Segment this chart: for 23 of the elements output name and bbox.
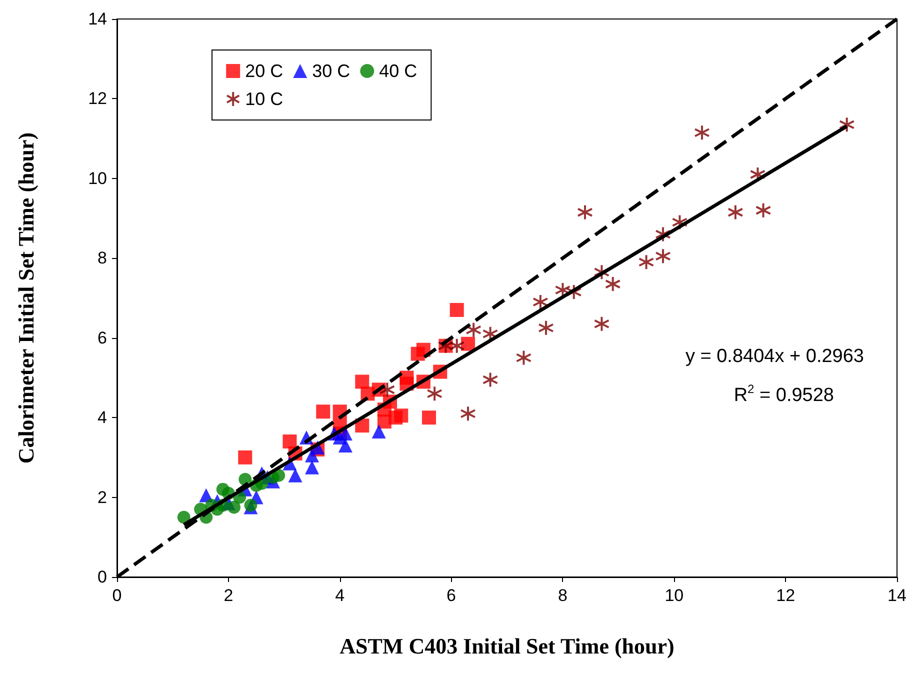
x-tick-label: 10 xyxy=(664,586,684,605)
annotation: y = 0.8404x + 0.2963 xyxy=(685,346,864,367)
y-tick-label: 0 xyxy=(98,568,107,586)
legend-label: 40 C xyxy=(379,61,418,81)
y-tick-label: 4 xyxy=(98,408,107,428)
legend-label: 30 C xyxy=(312,61,350,81)
x-tick-label: 4 xyxy=(335,586,345,605)
x-tick-label: 12 xyxy=(776,586,796,605)
y-tick-label: 12 xyxy=(88,89,107,108)
y-axis-title: Calorimeter Initial Set Time (hour) xyxy=(14,132,38,464)
x-tick-label: 2 xyxy=(224,586,234,605)
x-tick-label: 8 xyxy=(558,586,568,605)
legend-label: 10 C xyxy=(245,89,284,109)
legend-label: 20 C xyxy=(245,61,284,81)
y-tick-label: 6 xyxy=(98,328,107,348)
x-tick-label: 6 xyxy=(446,586,456,605)
y-tick-label: 2 xyxy=(98,488,107,507)
x-tick-label: 14 xyxy=(888,586,906,605)
y-tick-label: 10 xyxy=(88,168,107,188)
x-axis-title: ASTM C403 Initial Set Time (hour) xyxy=(340,634,674,658)
x-tick-label: 0 xyxy=(112,586,122,605)
y-tick-label: 14 xyxy=(88,10,107,28)
y-tick-label: 8 xyxy=(98,248,107,268)
